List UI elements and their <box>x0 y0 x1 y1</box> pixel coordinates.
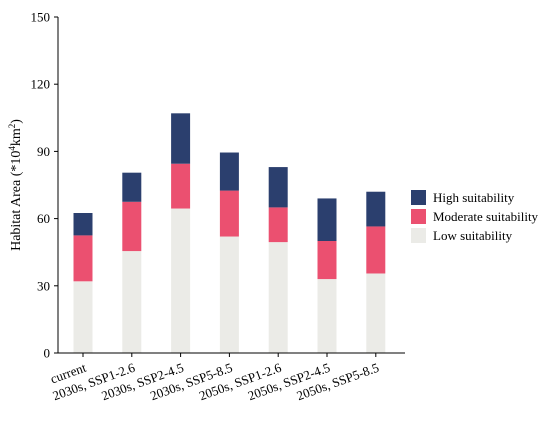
bar-high-suitability <box>219 152 239 191</box>
y-tick-label: 90 <box>37 144 50 159</box>
bar-moderate-suitability <box>317 241 337 280</box>
bar-moderate-suitability <box>366 226 386 274</box>
y-tick-label: 150 <box>31 10 51 25</box>
legend-swatch <box>411 209 426 224</box>
bar-high-suitability <box>366 191 386 227</box>
bar-low-suitability <box>366 273 386 353</box>
legend-swatch <box>411 190 426 205</box>
bar-low-suitability <box>219 236 239 353</box>
bar-high-suitability <box>317 198 337 241</box>
bar-high-suitability <box>171 113 191 164</box>
legend-label: High suitability <box>433 190 515 205</box>
y-tick-label: 60 <box>37 211 50 226</box>
bar-moderate-suitability <box>73 235 93 282</box>
bar-moderate-suitability <box>268 207 288 243</box>
bars-group <box>73 113 386 353</box>
bar-high-suitability <box>122 172 142 202</box>
y-tick-label: 30 <box>37 278 50 293</box>
bar-moderate-suitability <box>219 190 239 237</box>
bar-low-suitability <box>73 281 93 353</box>
bar-low-suitability <box>122 251 142 353</box>
bar-low-suitability <box>268 242 288 353</box>
y-axis-title: Habitat Area (*104km2) <box>7 119 24 251</box>
legend-swatch <box>411 228 426 243</box>
bar-high-suitability <box>268 167 288 208</box>
legend-label: Low suitability <box>433 228 513 243</box>
legend: High suitability Moderate suitability Low … <box>411 190 539 243</box>
y-tick-label: 0 <box>44 346 51 361</box>
bar-moderate-suitability <box>171 163 191 209</box>
bar-low-suitability <box>317 279 337 353</box>
y-tick-label: 120 <box>31 77 51 92</box>
bar-high-suitability <box>73 213 93 236</box>
bar-low-suitability <box>171 208 191 353</box>
bar-moderate-suitability <box>122 201 142 252</box>
legend-label: Moderate suitability <box>433 209 539 224</box>
